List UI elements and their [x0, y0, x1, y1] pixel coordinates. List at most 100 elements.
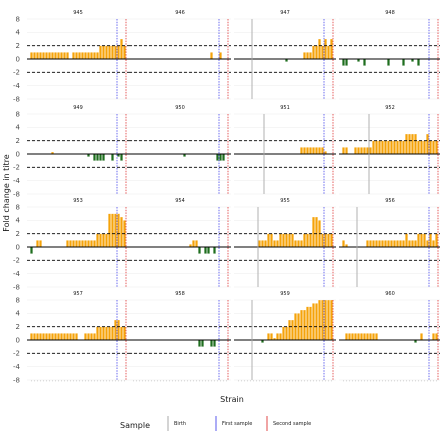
- bar: [270, 233, 273, 248]
- bar: [294, 240, 297, 248]
- bar: [99, 326, 102, 341]
- bar: [192, 240, 195, 248]
- bar: [321, 299, 324, 341]
- bar: [267, 333, 270, 341]
- bar: [216, 153, 219, 161]
- bar: [324, 299, 327, 341]
- bar: [90, 52, 93, 60]
- bar: [324, 38, 327, 60]
- bar: [213, 339, 216, 347]
- bar: [330, 38, 333, 60]
- panel-953: 953 -8 -4 -2 0 2 4 8: [13, 198, 129, 291]
- bar: [405, 233, 408, 248]
- bar: [36, 240, 39, 248]
- panel-label: 954: [175, 198, 185, 204]
- bar: [342, 147, 345, 155]
- bar: [69, 333, 72, 341]
- bar: [81, 240, 84, 248]
- bar: [363, 147, 366, 155]
- bar: [372, 333, 375, 341]
- bar: [366, 240, 369, 248]
- bar: [120, 216, 123, 248]
- bar: [93, 153, 96, 161]
- bar: [423, 140, 426, 155]
- bar: [408, 240, 411, 248]
- bar: [405, 133, 408, 155]
- panel-label: 947: [280, 10, 290, 16]
- bar: [330, 299, 333, 341]
- y-tick-label: -4: [13, 177, 21, 185]
- bar: [273, 240, 276, 248]
- bar: [399, 240, 402, 248]
- bar: [429, 140, 432, 155]
- bar: [57, 333, 60, 341]
- bar: [390, 240, 393, 248]
- panel-label: 945: [73, 10, 83, 16]
- bar: [117, 45, 120, 60]
- bar: [66, 52, 69, 60]
- bar: [306, 52, 309, 60]
- bar: [96, 52, 99, 60]
- bar: [318, 299, 321, 341]
- y-tick-label: 2: [16, 230, 20, 238]
- bar: [369, 333, 372, 341]
- panel-label: 959: [280, 291, 290, 297]
- legend-label: First sample: [222, 421, 252, 427]
- bar: [111, 153, 114, 161]
- bar: [303, 233, 306, 248]
- bar: [114, 45, 117, 60]
- bar: [93, 52, 96, 60]
- bar: [417, 233, 420, 248]
- bar: [327, 233, 330, 248]
- bar: [396, 240, 399, 248]
- y-tick-label: 2: [16, 323, 20, 331]
- bar: [417, 140, 420, 155]
- legend-title: Sample: [120, 421, 150, 430]
- bar: [102, 233, 105, 248]
- bar: [75, 52, 78, 60]
- y-tick-label: 2: [16, 42, 20, 50]
- y-tick-label: 4: [16, 29, 21, 37]
- bar: [54, 333, 57, 341]
- bar: [315, 147, 318, 155]
- bar: [366, 333, 369, 341]
- bar: [30, 52, 33, 60]
- bar: [291, 233, 294, 248]
- bar: [90, 240, 93, 248]
- bar: [432, 333, 435, 341]
- legend-entry: Birth: [167, 416, 186, 431]
- bar: [387, 58, 390, 66]
- bar: [60, 333, 63, 341]
- bar: [105, 45, 108, 60]
- panel-label: 957: [73, 291, 83, 297]
- bar: [387, 140, 390, 155]
- bar: [276, 240, 279, 248]
- bar: [99, 153, 102, 161]
- y-tick-label: 8: [16, 110, 20, 118]
- bar: [411, 133, 414, 155]
- y-tick-label: -8: [13, 190, 20, 198]
- bar: [309, 52, 312, 60]
- bar: [321, 147, 324, 155]
- legend-label: Birth: [174, 421, 186, 427]
- legend-label: Second sample: [273, 421, 311, 427]
- bar: [117, 319, 120, 341]
- bar: [402, 240, 405, 248]
- bar: [198, 339, 201, 347]
- bar: [432, 240, 435, 248]
- bar: [423, 233, 426, 248]
- bar: [372, 140, 375, 155]
- bar: [72, 240, 75, 248]
- bar: [435, 233, 438, 248]
- bar: [384, 140, 387, 155]
- bar: [300, 309, 303, 341]
- bar: [321, 45, 324, 60]
- bar: [315, 303, 318, 341]
- bar: [111, 45, 114, 60]
- y-axis-title: Fold change in titre: [2, 154, 11, 231]
- bar: [390, 140, 393, 155]
- bar: [426, 133, 429, 155]
- panel-955: 955: [234, 198, 336, 288]
- y-tick-label: -4: [13, 363, 21, 371]
